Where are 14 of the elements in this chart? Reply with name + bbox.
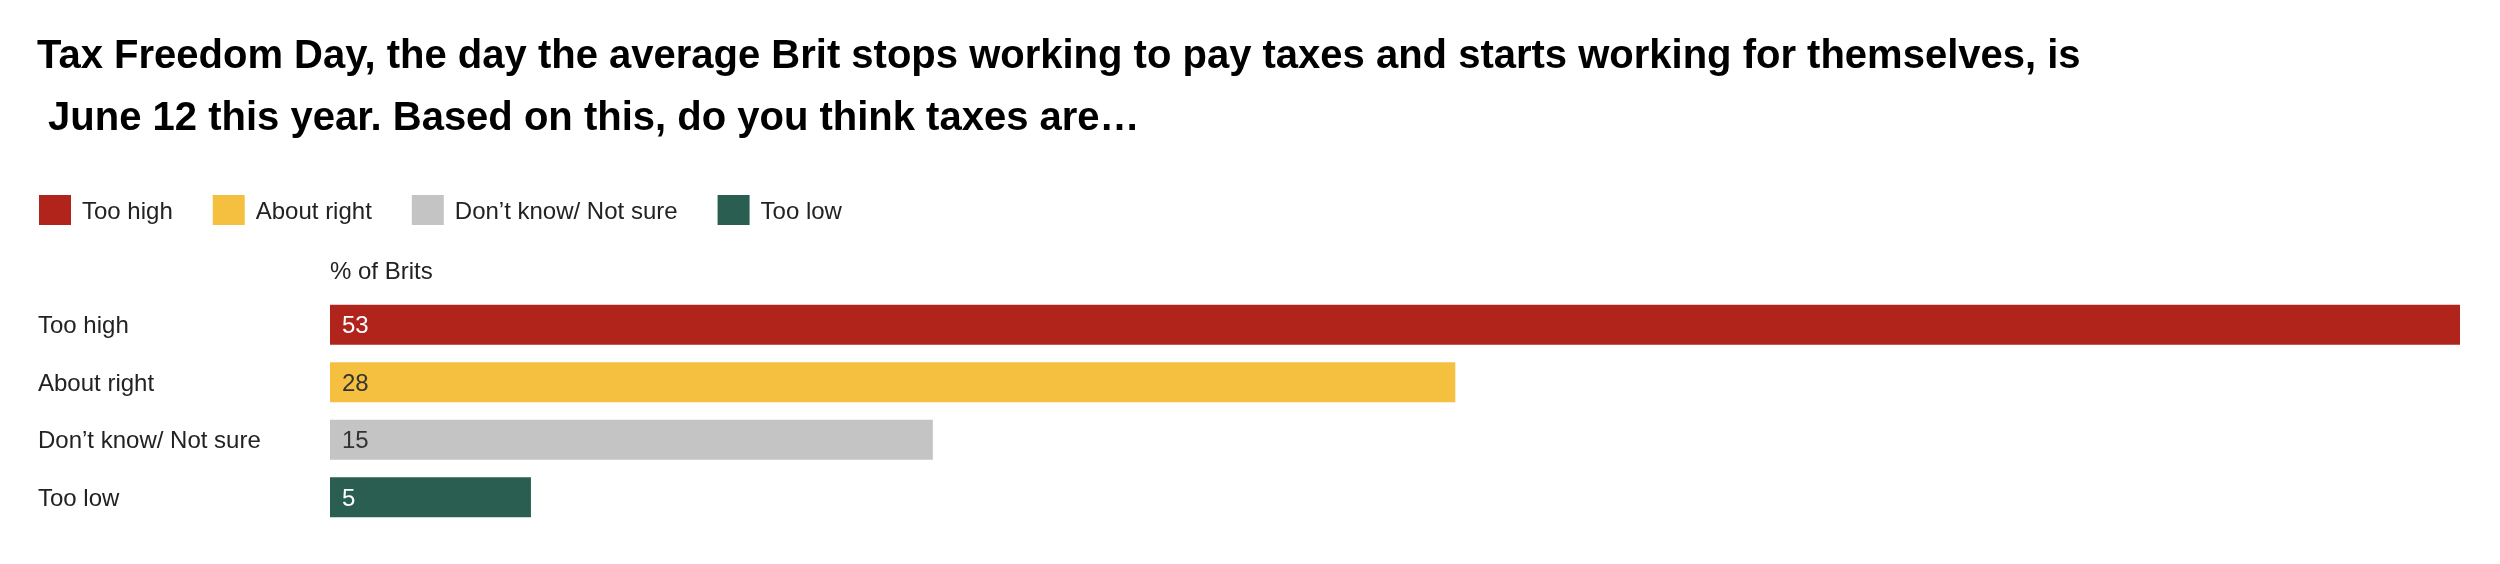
y-tick-label: Don’t know/ Not sure <box>38 426 261 454</box>
data-label: 15 <box>342 426 369 454</box>
y-tick-label: Too low <box>38 483 121 511</box>
y-tick-label: Too high <box>38 311 129 339</box>
x-axis-title: % of Brits <box>330 256 433 284</box>
legend-label: Don’t know/ Not sure <box>454 196 678 224</box>
legend-label: Too low <box>760 196 843 224</box>
y-tick-label: About right <box>38 368 155 396</box>
legend-label: About right <box>255 196 373 224</box>
data-label: 28 <box>342 368 369 396</box>
data-label: 5 <box>342 483 356 511</box>
legend-label: Too high <box>82 196 173 224</box>
chart-title: Tax Freedom Day, the day the average Brit stops working to pay taxes and starts working for themselves, is June 12 this year. Based on this, do you think taxes are… <box>37 32 2081 138</box>
data-label: 53 <box>342 311 369 339</box>
